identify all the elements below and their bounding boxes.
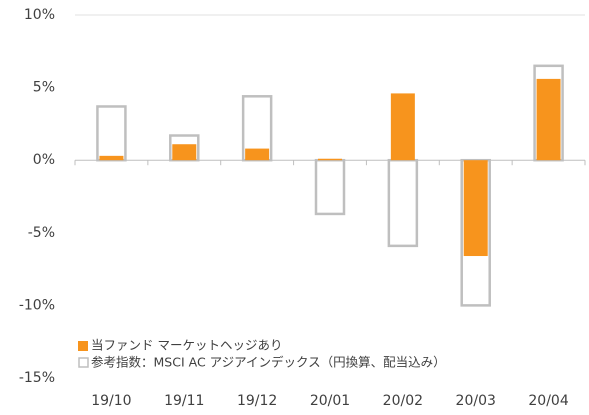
y-tick-label: -10% bbox=[19, 297, 55, 313]
x-tick-label: 20/01 bbox=[310, 393, 350, 409]
y-tick-label: -15% bbox=[19, 370, 55, 386]
bar bbox=[390, 93, 415, 161]
x-tick-label: 20/02 bbox=[383, 393, 423, 409]
legend-swatch bbox=[78, 341, 88, 351]
bar bbox=[245, 148, 270, 161]
legend-label: 参考指数：MSCI AC アジアインデックス（円換算、配当込み） bbox=[91, 355, 446, 370]
x-tick-label: 20/04 bbox=[528, 393, 568, 409]
bar bbox=[169, 134, 200, 162]
bar bbox=[536, 78, 561, 161]
legend-swatch bbox=[78, 357, 89, 368]
bar bbox=[99, 155, 124, 161]
bar bbox=[96, 105, 127, 162]
x-tick-label: 19/10 bbox=[91, 393, 131, 409]
y-tick-label: 0% bbox=[33, 152, 55, 168]
bar bbox=[172, 144, 197, 161]
y-tick-label: 10% bbox=[24, 7, 55, 23]
bar bbox=[463, 160, 488, 257]
x-tick-label: 19/11 bbox=[164, 393, 204, 409]
x-tick-label: 20/03 bbox=[456, 393, 496, 409]
bar bbox=[318, 158, 342, 161]
legend-label: 当ファンド マーケットヘッジあり bbox=[91, 338, 282, 353]
bar bbox=[314, 158, 346, 216]
bar bbox=[387, 158, 419, 248]
y-tick-label: 5% bbox=[33, 80, 55, 96]
x-tick-label: 19/12 bbox=[237, 393, 277, 409]
y-tick-label: -5% bbox=[28, 225, 55, 241]
